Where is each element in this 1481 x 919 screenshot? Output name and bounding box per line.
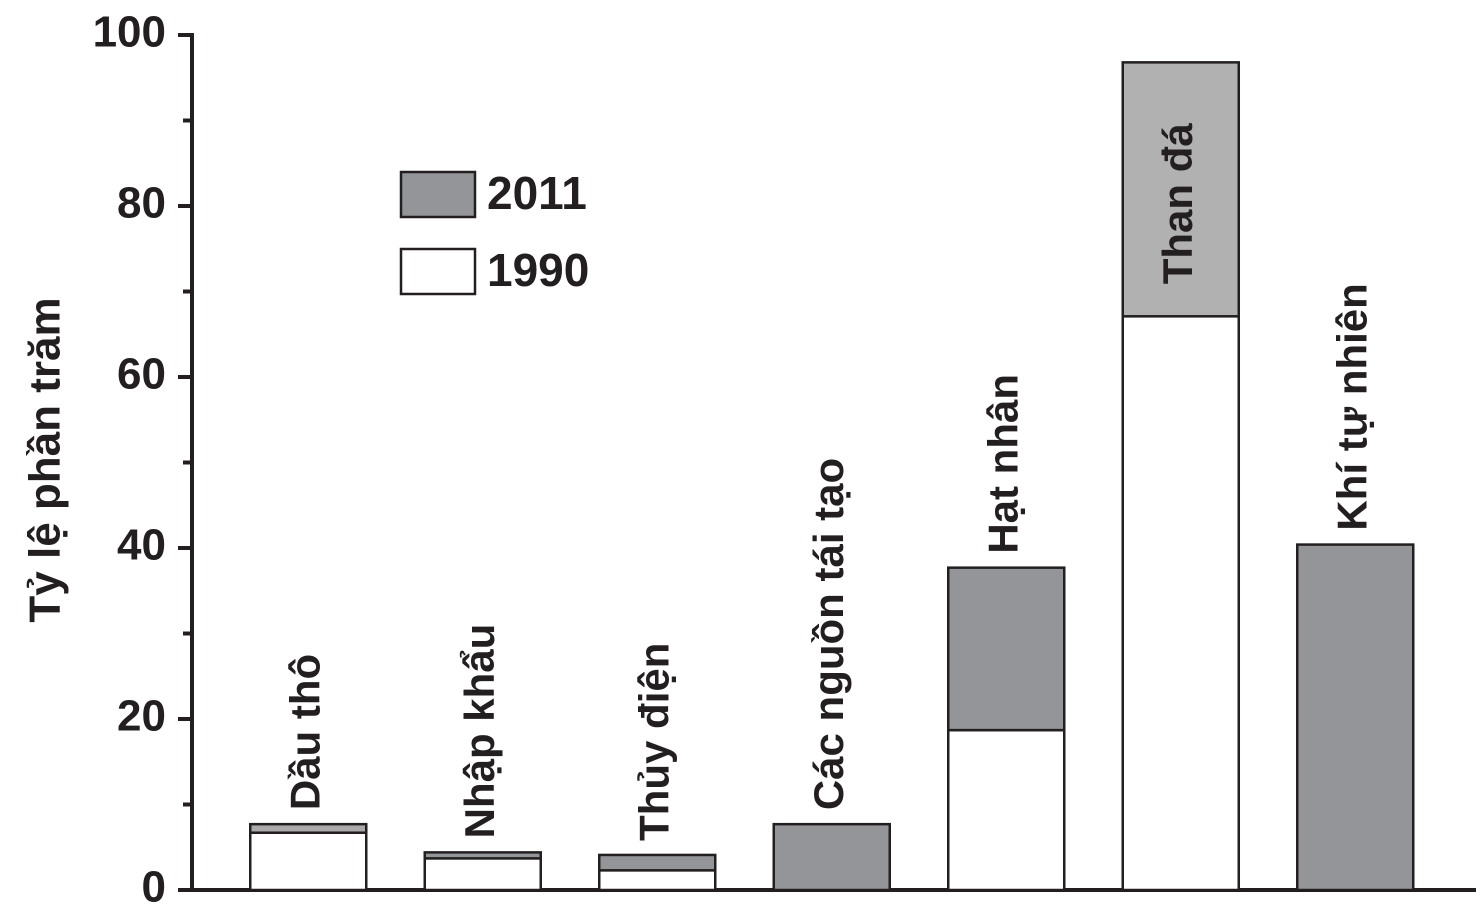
category-label: Hạt nhân [979,374,1026,554]
bar-segment [249,822,368,834]
legend-label: 2011 [487,167,587,219]
bar-segment [947,566,1066,732]
legend-swatch [399,247,477,296]
bar-segment [772,822,891,892]
bar-segment [1121,61,1240,318]
category-label: Các nguồn tái tạo [805,458,852,810]
legend-label: 1990 [487,244,589,296]
bar-segment [423,851,542,860]
bar-segment [598,853,717,872]
category-label: Than đá [1154,123,1201,285]
bar-segment [1296,543,1415,892]
category-label: Nhập khẩu [456,624,503,839]
bar-segment [1121,315,1240,892]
y-axis-label: Tỷ lệ phần trăm [21,297,70,622]
y-tick-label: 80 [117,179,166,228]
bar-segment [947,728,1066,892]
bar-segment [249,831,368,892]
y-tick-label: 0 [142,863,166,912]
category-label: Dầu thô [281,654,328,810]
y-tick-label: 20 [117,692,166,741]
y-tick-label: 60 [117,350,166,399]
bar-segment [598,869,717,892]
category-label: Thủy điện [630,643,677,841]
legend-swatch [399,170,477,219]
bar-segment [423,857,542,892]
y-tick-label: 40 [117,521,166,570]
y-tick-label: 100 [93,8,166,57]
category-label: Khí tự nhiên [1328,283,1375,530]
